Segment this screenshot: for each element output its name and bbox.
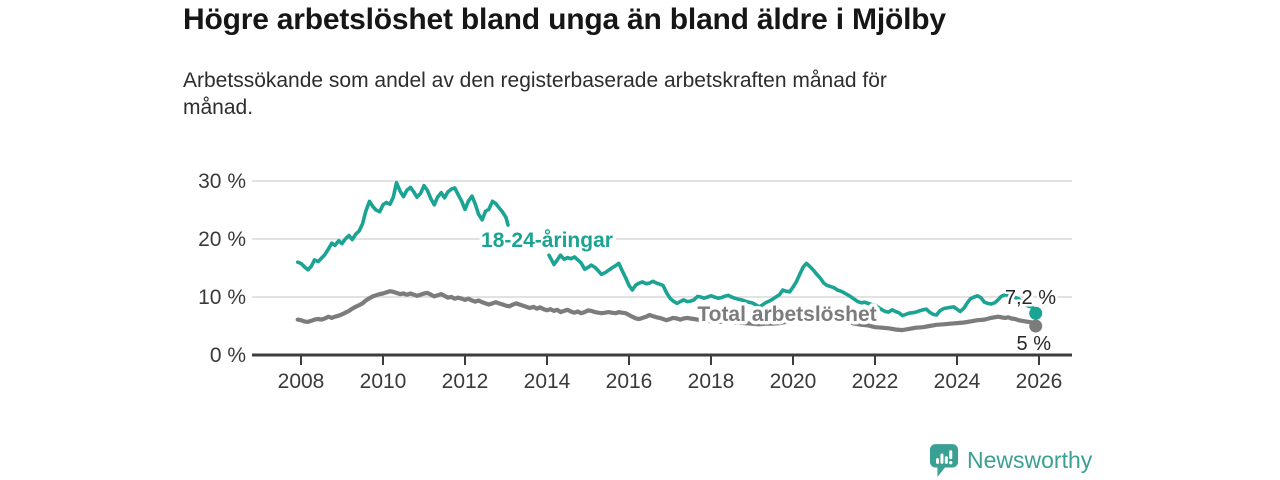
x-tick-label: 2014 — [524, 370, 571, 393]
series-line-total — [295, 289, 1038, 333]
plot-layer: 0 % 10 % 20 % 30 % 2008 2010 2012 2014 2016 2018 2… — [198, 170, 1072, 393]
end-value-label-total: 5 % — [1017, 333, 1052, 355]
subtitle-line-1: Arbetssökande som andel av den registerb… — [183, 69, 887, 92]
x-tick-label: 2008 — [278, 370, 325, 393]
y-tick-label: 20 % — [198, 228, 246, 251]
x-tick-label: 2024 — [934, 370, 981, 393]
newsworthy-wordmark: Newsworthy — [967, 447, 1093, 473]
x-tick-label: 2012 — [442, 370, 489, 393]
chart-subtitle: Arbetssökande som andel av den registerb… — [183, 67, 1043, 121]
x-tick-label: 2018 — [688, 370, 735, 393]
series-line-young — [295, 180, 510, 272]
y-tick-label: 10 % — [198, 286, 246, 309]
series-label-total: Total arbetslöshet — [697, 303, 876, 326]
series-end-dot-young — [1029, 306, 1043, 320]
subtitle-line-2: månad. — [183, 96, 254, 119]
labels-layer: 18-24-åringar Total arbetslöshet 7,2 % 5… — [478, 226, 1059, 358]
newsworthy-branding: Newsworthy — [929, 443, 1092, 478]
newsworthy-speech-bubble-bar-chart-icon — [929, 444, 959, 477]
series-end-dot-total — [1029, 319, 1043, 333]
x-tick-label: 2010 — [360, 370, 407, 393]
y-tick-label: 0 % — [210, 344, 246, 367]
end-value-label-young: 7,2 % — [1005, 287, 1056, 309]
x-tick-label: 2026 — [1016, 370, 1063, 393]
series-line-young — [547, 253, 1038, 318]
x-tick-label: 2022 — [852, 370, 899, 393]
y-tick-label: 30 % — [198, 170, 246, 193]
x-tick-label: 2016 — [606, 370, 653, 393]
page-title: Högre arbetslöshet bland unga än bland ä… — [183, 3, 946, 36]
series-label-young: 18-24-åringar — [481, 229, 613, 252]
x-tick-label: 2020 — [770, 370, 817, 393]
